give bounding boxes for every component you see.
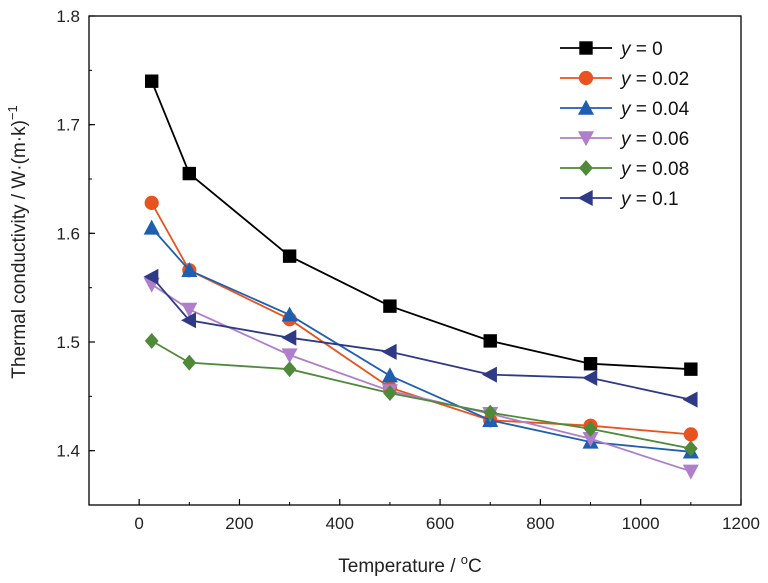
data-point [182,166,197,181]
data-point [683,440,698,457]
data-series [143,74,699,480]
series-6 [143,268,698,408]
series-3 [143,219,699,459]
legend-marker [577,131,595,147]
plot-frame [88,15,742,506]
y-tick-label: 1.7 [56,116,80,135]
data-point [383,299,397,313]
legend-marker [579,160,593,176]
legend-entry: y = 0.06 [560,129,689,150]
data-point [682,391,698,408]
plot-area-border [88,15,742,506]
data-point [583,357,598,371]
x-tick-label: 200 [225,514,253,533]
legend-entry: y = 0.04 [560,99,690,120]
data-point [381,367,398,383]
x-tick-label: 400 [326,514,354,533]
data-point [684,362,698,376]
legend-label: y = 0.1 [619,189,679,210]
data-point [481,366,497,383]
series-5 [144,332,698,457]
data-point [281,329,297,346]
series-4 [143,277,699,480]
data-point [144,74,159,88]
data-point [583,420,598,437]
y-tick-label: 1.5 [56,333,80,352]
legend-entry: y = 0.02 [560,69,689,90]
data-point [143,268,159,285]
data-point [281,306,298,322]
y-tick-label: 1.4 [56,442,80,461]
series-line [151,276,691,401]
data-point [282,249,297,263]
data-point [181,262,198,277]
series-line [151,227,691,453]
data-point [281,348,298,364]
y-tick-label: 1.8 [56,7,80,26]
legend-marker [579,41,593,55]
legend-entry: y = 0.1 [560,189,679,210]
data-point [483,404,498,421]
legend-entry: y = 0 [560,39,663,60]
legend-marker [577,189,593,207]
legend-entry: y = 0.08 [560,159,689,180]
legend-label: y = 0 [619,39,663,60]
legend-marker [578,70,594,86]
legend-label: y = 0.02 [619,69,689,90]
data-point [144,195,159,211]
series-2 [144,195,698,442]
series-line [150,80,691,371]
legend-label: y = 0.08 [619,159,689,180]
data-point [282,361,297,378]
series-1 [144,74,698,376]
axis-ticks: 0 200 400 600 800 1000 1200 1.4 1.5 1.6 1.7 1.8 [56,7,760,533]
x-tick-label: 0 [134,514,143,533]
data-point [144,332,159,349]
x-tick-label: 800 [526,514,554,533]
x-axis-unit-superscript: o [461,552,468,567]
data-point [383,385,397,402]
y-axis-unit-superscript: −1 [5,105,20,120]
data-point [582,369,598,386]
data-point [682,464,699,480]
x-axis-unit: C [468,556,482,577]
data-point [181,302,198,318]
data-point [683,427,698,442]
series-line [151,340,691,450]
legend-label: y = 0.04 [619,99,690,120]
data-point [381,343,397,360]
data-point [483,334,497,348]
data-point [143,219,160,235]
data-point [181,312,197,329]
x-tick-label: 600 [426,514,454,533]
legend: y = 0 y = 0.02 y = 0.04 y = 0.06 y = 0.08 y =… [560,39,690,210]
data-point [182,354,197,371]
y-tick-label: 1.6 [56,224,80,243]
legend-marker [577,99,595,115]
x-axis-title: Temperature / oC [338,552,481,577]
x-tick-label: 1000 [622,514,660,533]
x-tick-label: 1200 [722,514,760,533]
y-axis-title: Thermal conductivity / W·(m·k)−1 [5,105,30,378]
legend-label: y = 0.06 [619,129,689,150]
